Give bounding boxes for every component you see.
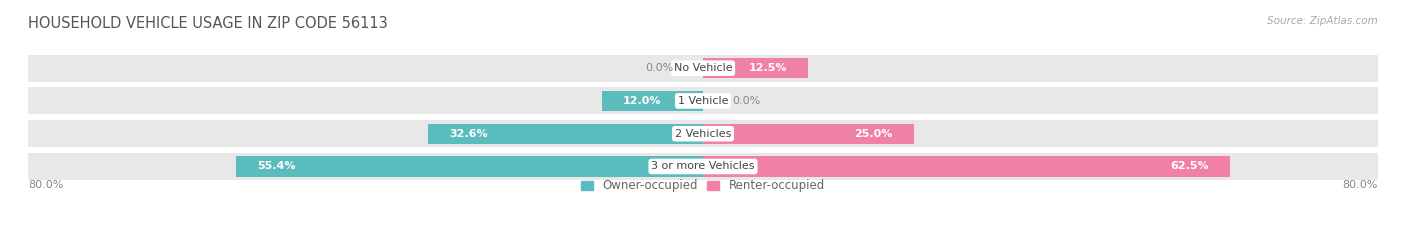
Text: 55.4%: 55.4% <box>257 161 295 171</box>
Text: HOUSEHOLD VEHICLE USAGE IN ZIP CODE 56113: HOUSEHOLD VEHICLE USAGE IN ZIP CODE 5611… <box>28 16 388 31</box>
Bar <box>28 120 1378 147</box>
Bar <box>28 153 1378 180</box>
Bar <box>703 123 914 144</box>
Text: 0.0%: 0.0% <box>733 96 761 106</box>
Bar <box>236 156 703 177</box>
Text: Source: ZipAtlas.com: Source: ZipAtlas.com <box>1267 16 1378 26</box>
Bar <box>427 123 703 144</box>
Text: 80.0%: 80.0% <box>1343 180 1378 190</box>
Text: No Vehicle: No Vehicle <box>673 63 733 73</box>
Text: 12.0%: 12.0% <box>623 96 661 106</box>
Text: 0.0%: 0.0% <box>645 63 673 73</box>
Text: 2 Vehicles: 2 Vehicles <box>675 129 731 139</box>
Bar <box>28 88 1378 114</box>
Text: 3 or more Vehicles: 3 or more Vehicles <box>651 161 755 171</box>
Text: 80.0%: 80.0% <box>28 180 63 190</box>
Bar <box>703 58 808 78</box>
Legend: Owner-occupied, Renter-occupied: Owner-occupied, Renter-occupied <box>576 175 830 197</box>
Bar <box>602 91 703 111</box>
Text: 1 Vehicle: 1 Vehicle <box>678 96 728 106</box>
Text: 62.5%: 62.5% <box>1171 161 1209 171</box>
Text: 12.5%: 12.5% <box>749 63 787 73</box>
Bar <box>703 156 1230 177</box>
Bar <box>28 55 1378 82</box>
Text: 25.0%: 25.0% <box>855 129 893 139</box>
Text: 32.6%: 32.6% <box>449 129 488 139</box>
